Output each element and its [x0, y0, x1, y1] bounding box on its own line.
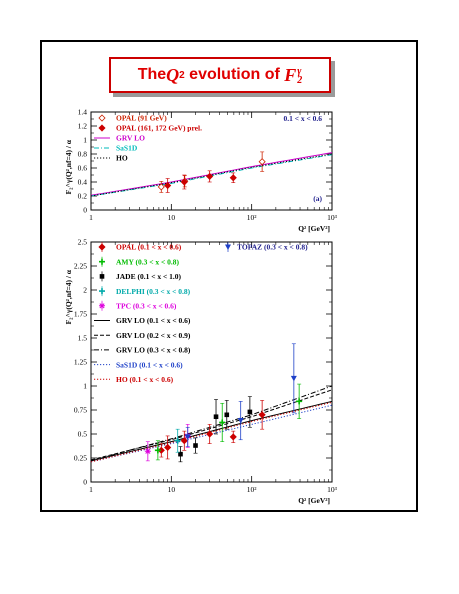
- panel-0-series-0-point: [157, 183, 165, 191]
- panel-1-series-3-point: [174, 437, 181, 444]
- panel-0-ytick-label: 0.8: [78, 150, 88, 159]
- panel-1-ytick-label: 1.5: [78, 334, 88, 343]
- panel-1-ytick-label: 0.25: [74, 454, 87, 463]
- panel-1-series-4-point: [144, 448, 151, 455]
- panel-1-xtick-label: 10³: [327, 485, 338, 494]
- panel-1-series-1-point: [296, 398, 303, 405]
- panel-1-curve-0: [90, 400, 333, 462]
- panel-1-ytick-label: 0.75: [74, 406, 87, 415]
- panel-1-series-2-point: [247, 409, 253, 415]
- panel-1-ytick-label: 2.25: [74, 262, 87, 271]
- panel-0-series-0-point: [258, 158, 266, 166]
- panel-0-legend-label-2: GRV LO: [116, 134, 145, 143]
- panel-1-series-2-point: [224, 412, 230, 418]
- panel-0-series-1-point: [180, 178, 188, 186]
- panel-1-series-0-point: [206, 430, 214, 438]
- panel-1-ytick-label: 2: [83, 286, 87, 295]
- panel-1-series-1-point: [154, 447, 161, 454]
- panel-1-series-2-point: [193, 443, 198, 448]
- panel-1-ytick-label: 1.25: [74, 358, 87, 367]
- panel-1-ytick-label: 1: [83, 382, 87, 391]
- panel-0-legend-label-0: OPAL (91 GeV): [116, 114, 167, 123]
- panel-0-x-range-label: 0.1 < x < 0.6: [283, 114, 322, 123]
- panel-1-series-1-point: [219, 419, 226, 426]
- panel-0-ytick-label: 1.4: [78, 108, 88, 117]
- panel-0-xtick-label: 1: [89, 213, 93, 222]
- panel-1-legend-label-6: GRV LO (0.2 < x < 0.9): [116, 331, 191, 340]
- panel-1-legend-label-9: HO (0.1 < x < 0.6): [116, 375, 174, 384]
- panel-0-curve-0: [90, 152, 333, 196]
- panel-1-legend-label-3: DELPHI (0.3 < x < 0.8): [116, 287, 191, 296]
- panel-0-series-1-point: [229, 174, 237, 182]
- panel-1-legend-label-5: GRV LO (0.1 < x < 0.6): [116, 316, 191, 325]
- panel-0-legend-label-1: OPAL (161, 172 GeV) prel.: [116, 124, 202, 133]
- panel-1-legend-label-8: SaS1D (0.1 < x < 0.6): [116, 360, 183, 369]
- panel-0-legend-marker-1: [98, 124, 106, 132]
- panel-1-series-0-point: [180, 437, 188, 445]
- panel-1-ylabel: F₂^γ(Q²,nf=4) / α: [64, 269, 73, 324]
- panel-1-curve-4: [90, 401, 333, 463]
- panel-1-series-0-point: [258, 411, 266, 419]
- panel-1-series-5-point: [184, 434, 191, 440]
- panel-1-legend-label-0: OPAL (0.1 < x < 0.6): [116, 243, 182, 252]
- panel-0-ytick-label: 0.4: [78, 178, 88, 187]
- panel-0-panel-label: (a): [313, 194, 322, 203]
- panel-1-series-5-point: [290, 375, 297, 382]
- panel-0-ytick-label: 0.6: [78, 164, 88, 173]
- panel-1-series-2-point: [213, 414, 219, 420]
- panel-0-ytick-label: 0: [83, 206, 87, 215]
- panel-1-legend-label-2: JADE (0.1 < x < 1.0): [116, 272, 182, 281]
- panel-0-ytick-label: 1: [83, 136, 87, 145]
- panel-1-legend-right-label: TOPAZ (0.3 < x < 0.8): [237, 243, 308, 252]
- panel-1-xtick-label: 10: [168, 485, 176, 494]
- panel-0-legend-label-3: SaS1D: [116, 144, 138, 153]
- panel-0-legend-label-4: HO: [116, 154, 128, 163]
- panel-1-series-2-point: [178, 451, 183, 457]
- panel-1-ytick-label: 1.75: [74, 310, 87, 319]
- panel-0-series-1-point: [164, 181, 172, 190]
- panel-1-legend-label-7: GRV LO (0.3 < x < 0.8): [116, 346, 191, 355]
- panel-1-ytick-label: 0: [83, 478, 87, 487]
- panel-1-xtick-label: 1: [89, 485, 93, 494]
- panel-1-series-0-point: [229, 433, 237, 441]
- panel-1-series-5-point: [237, 418, 244, 424]
- panel-1-curve-1: [90, 389, 333, 461]
- panel-1-series-0-point: [164, 443, 172, 452]
- panel-0-xtick-label: 10: [168, 213, 176, 222]
- panel-1-ytick-label: 0.5: [78, 430, 88, 439]
- panel-0-legend-marker-0: [98, 114, 106, 122]
- panel-0-ytick-label: 0.2: [78, 192, 88, 201]
- panel-1-ytick-label: 2.5: [78, 238, 88, 247]
- panel-0-ylabel: F₂^γ(Q²,nf=4) / α: [64, 139, 73, 194]
- panel-1-xlabel: Q² [GeV²]: [298, 496, 330, 505]
- panel-0-xtick-label: 10³: [327, 213, 338, 222]
- panel-0-xlabel: Q² [GeV²]: [298, 224, 330, 233]
- panel-0-series-1-point: [206, 172, 214, 180]
- panel-0-ytick-label: 1.2: [78, 122, 88, 131]
- panel-1-legend-label-4: TPC (0.3 < x < 0.6): [116, 302, 177, 311]
- panel-1-series-0-point: [157, 446, 165, 454]
- panel-1-xtick-label: 10²: [247, 485, 258, 494]
- figure-frame: [40, 40, 418, 512]
- panel-1-curve-2: [90, 385, 333, 462]
- panel-0-xtick-label: 10²: [247, 213, 258, 222]
- panel-1-legend-label-1: AMY (0.3 < x < 0.8): [116, 257, 180, 266]
